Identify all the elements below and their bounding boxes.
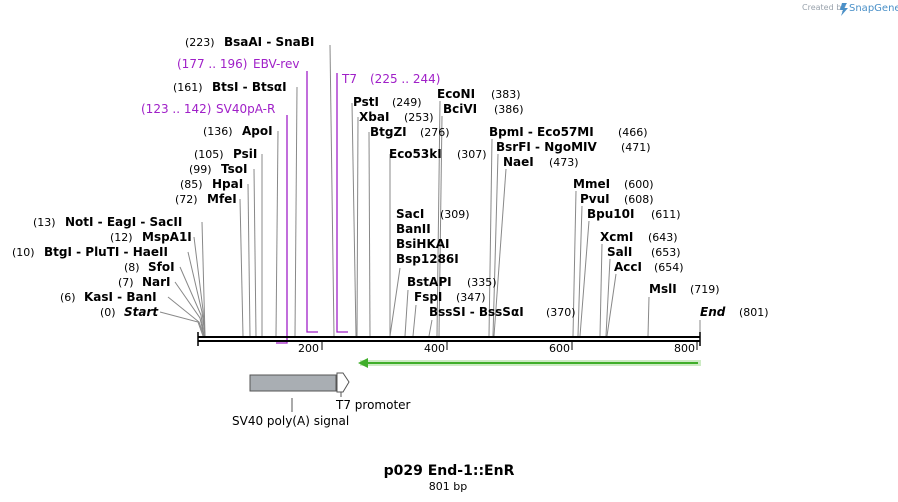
enzyme-label: BtgZI	[370, 125, 407, 139]
feature-polyA-label: SV40 poly(A) signal	[232, 414, 349, 428]
feature-polyA	[249, 374, 337, 412]
enzyme-label: NaeI	[503, 155, 534, 169]
enzyme-label: FspI	[414, 290, 442, 304]
enzyme-label: BanII	[396, 222, 431, 236]
feature-t7-promoter	[336, 372, 350, 397]
enzyme-label: BssSI - BssSαI	[429, 305, 524, 319]
tick-label: 400	[424, 342, 445, 355]
enzyme-position: (654)	[654, 261, 684, 274]
enzyme-position: (0)	[100, 306, 116, 319]
enzyme-label: MspA1I	[142, 230, 192, 244]
tick-label: 800	[674, 342, 695, 355]
enzyme-position: (10)	[12, 246, 35, 259]
primer-lines	[276, 71, 348, 344]
sequence-backbone	[197, 332, 701, 350]
enzyme-label: SfoI	[148, 260, 175, 274]
enzyme-position: (8)	[124, 261, 140, 274]
enzyme-position: (99)	[189, 163, 212, 176]
enzyme-label: BsrFI - NgoMIV	[496, 140, 597, 154]
enzyme-label: NarI	[142, 275, 171, 289]
enzyme-position: (223)	[185, 36, 215, 49]
enzyme-label: BpmI - Eco57MI	[489, 125, 594, 139]
enzyme-label: SacI	[396, 207, 424, 221]
enzyme-position: (6)	[60, 291, 76, 304]
enzyme-label: PstI	[353, 95, 379, 109]
enzyme-position: (719)	[690, 283, 720, 296]
enzyme-label: BtgI - PluTI - HaeII	[44, 245, 168, 259]
primer-range: (177 .. 196)	[177, 57, 247, 71]
primer-range: (225 .. 244)	[370, 72, 440, 86]
enzyme-label: XbaI	[359, 110, 389, 124]
enzyme-label: Bpu10I	[587, 207, 634, 221]
enzyme-label: KasI - BanI	[84, 290, 157, 304]
end-label: End	[700, 305, 726, 319]
enzyme-label: BsaAI - SnaBI	[224, 35, 314, 49]
enzyme-position: (473)	[549, 156, 579, 169]
primer-label: T7	[341, 72, 357, 86]
leader-lines	[159, 44, 701, 337]
enzyme-label: PvuI	[580, 192, 610, 206]
credit-brand: SnapGene	[849, 3, 898, 14]
enzyme-position: (309)	[440, 208, 470, 221]
enzyme-position: (608)	[624, 193, 654, 206]
enzyme-position: (12)	[110, 231, 133, 244]
enzyme-position: (801)	[739, 306, 769, 319]
enzyme-position: (72)	[175, 193, 198, 206]
enzyme-label: EcoNI	[437, 87, 475, 101]
enzyme-position: (7)	[118, 276, 134, 289]
enzyme-position: (161)	[173, 81, 203, 94]
tick-label: 600	[549, 342, 570, 355]
enzyme-position: (471)	[621, 141, 651, 154]
enzyme-position: (13)	[33, 216, 56, 229]
enzyme-position: (600)	[624, 178, 654, 191]
enzyme-position: (105)	[194, 148, 224, 161]
enzyme-label: BciVI	[443, 102, 477, 116]
enzyme-label: BsiHKAI	[396, 237, 450, 251]
primer-label: EBV-rev	[253, 57, 299, 71]
enzyme-label: Bsp1286I	[396, 252, 459, 266]
enzyme-label: HpaI	[212, 177, 243, 191]
enzyme-label: SalI	[607, 245, 632, 259]
construct-length: 801 bp	[429, 480, 467, 493]
credit-prefix: Created by	[802, 3, 846, 12]
orf-arrow	[358, 358, 701, 368]
enzyme-label: ApoI	[242, 124, 273, 138]
enzyme-label: MslI	[649, 282, 677, 296]
enzyme-position: (307)	[457, 148, 487, 161]
enzyme-position: (253)	[404, 111, 434, 124]
enzyme-position: (85)	[180, 178, 203, 191]
snapgene-logo-icon	[840, 3, 848, 16]
enzyme-position: (611)	[651, 208, 681, 221]
enzyme-position: (249)	[392, 96, 422, 109]
enzyme-label: MmeI	[573, 177, 610, 191]
enzyme-label: MfeI	[207, 192, 237, 206]
enzyme-position: (386)	[494, 103, 524, 116]
enzyme-label: AccI	[614, 260, 642, 274]
enzyme-position: (276)	[420, 126, 450, 139]
construct-title: p029 End-1::EnR	[384, 463, 515, 479]
start-label: Start	[124, 305, 159, 319]
enzyme-label: TsoI	[221, 162, 247, 176]
enzyme-label: PsiI	[233, 147, 257, 161]
primer-label: SV40pA-R	[216, 102, 275, 116]
enzyme-position: (383)	[491, 88, 521, 101]
feature-t7-label: T7 promoter	[335, 398, 411, 412]
enzyme-label: BstAPI	[407, 275, 452, 289]
enzyme-label: XcmI	[600, 230, 633, 244]
enzyme-position: (643)	[648, 231, 678, 244]
enzyme-position: (370)	[546, 306, 576, 319]
enzyme-label: Eco53kI	[389, 147, 442, 161]
enzyme-position: (347)	[456, 291, 486, 304]
enzyme-label: NotI - EagI - SacII	[65, 215, 182, 229]
tick-label: 200	[298, 342, 319, 355]
enzyme-position: (136)	[203, 125, 233, 138]
primer-range: (123 .. 142)	[141, 102, 211, 116]
enzyme-position: (653)	[651, 246, 681, 259]
enzyme-position: (466)	[618, 126, 648, 139]
enzyme-label: BtsI - BtsαI	[212, 80, 287, 94]
enzyme-position: (335)	[467, 276, 497, 289]
